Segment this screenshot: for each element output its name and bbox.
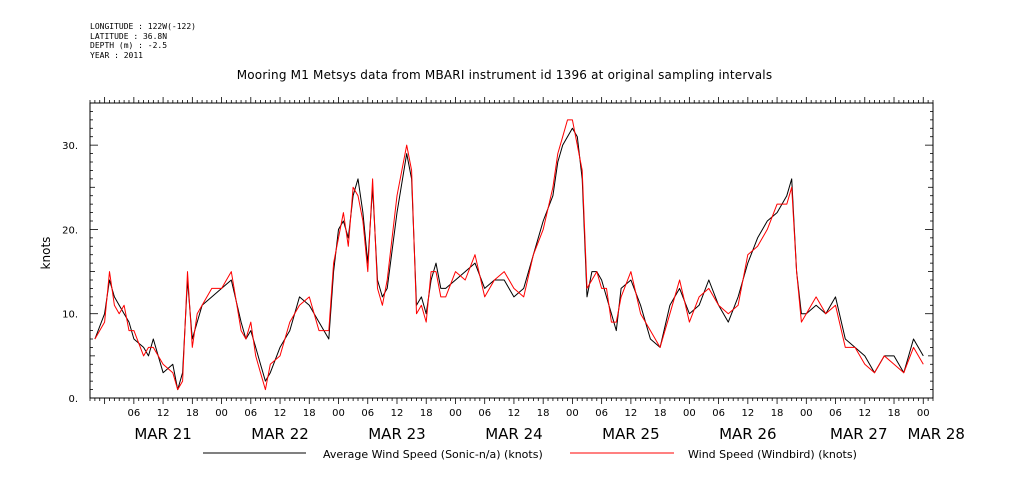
x-tick-label: 00 (566, 408, 579, 419)
x-tick-label: 06 (244, 408, 257, 419)
x-tick-label: 18 (186, 408, 199, 419)
x-day-label: MAR 27 (830, 425, 887, 443)
y-tick-label: 20. (62, 225, 78, 236)
x-tick-label: 18 (888, 408, 901, 419)
y-tick-label: 0. (68, 394, 78, 405)
x-tick-label: 06 (361, 408, 374, 419)
x-tick-label: 18 (654, 408, 667, 419)
series-lines (94, 119, 924, 391)
x-tick-label: 12 (858, 408, 871, 419)
x-tick-label: 00 (332, 408, 345, 419)
x-tick-label: 18 (303, 408, 316, 419)
x-tick-label: 06 (478, 408, 491, 419)
series-windbird-wind-speed (94, 119, 924, 391)
metadata-block: LONGITUDE : 122W(-122) LATITUDE : 36.8N … (90, 22, 196, 60)
year-label: YEAR : 2011 (90, 50, 143, 60)
longitude-label: LONGITUDE : 122W(-122) (90, 22, 196, 31)
latitude-label: LATITUDE : 36.8N (90, 31, 168, 41)
chart-title: Mooring M1 Metsys data from MBARI instru… (236, 68, 773, 82)
x-tick-label: 12 (157, 408, 170, 419)
y-axis-title: knots (39, 237, 53, 270)
legend-label: Average Wind Speed (Sonic-n/a) (knots) (323, 448, 543, 461)
x-tick-label: 18 (771, 408, 784, 419)
x-tick-label: 18 (420, 408, 433, 419)
x-tick-label: 12 (741, 408, 754, 419)
x-tick-label: 12 (274, 408, 287, 419)
x-tick-label: 00 (449, 408, 462, 419)
x-day-label: MAR 21 (134, 425, 191, 443)
plot-border (89, 102, 934, 399)
x-tick-label: 12 (625, 408, 638, 419)
x-day-label: MAR 26 (719, 425, 776, 443)
y-tick-label: 10. (62, 310, 78, 321)
x-tick-label: 06 (712, 408, 725, 419)
x-day-label: MAR 25 (602, 425, 659, 443)
x-tick-label: 06 (595, 408, 608, 419)
x-day-label: MAR 24 (485, 425, 542, 443)
series-average-wind-speed (94, 127, 924, 391)
y-tick-label: 30. (62, 141, 78, 152)
depth-label: DEPTH (m) : -2.5 (90, 41, 168, 50)
axis-labels: 06 12 18 00 06 12 18 00 06 12 18 00 06 12 18 00 06 12 18 00… (62, 141, 965, 443)
x-tick-label: 06 (127, 408, 140, 419)
plot-frame (89, 102, 934, 399)
legend: Average Wind Speed (Sonic-n/a) (knots) Wi… (203, 448, 857, 461)
axis-ticks (89, 97, 934, 404)
x-day-label: MAR 28 (908, 425, 965, 443)
legend-label: Wind Speed (Windbird) (knots) (688, 448, 857, 461)
x-tick-label: 00 (917, 408, 930, 419)
x-day-label: MAR 22 (251, 425, 308, 443)
x-tick-label: 18 (537, 408, 550, 419)
x-tick-label: 12 (391, 408, 404, 419)
x-tick-label: 12 (508, 408, 521, 419)
x-tick-label: 00 (800, 408, 813, 419)
x-tick-label: 00 (683, 408, 696, 419)
x-tick-label: 06 (829, 408, 842, 419)
x-tick-label: 00 (215, 408, 228, 419)
x-day-label: MAR 23 (368, 425, 425, 443)
